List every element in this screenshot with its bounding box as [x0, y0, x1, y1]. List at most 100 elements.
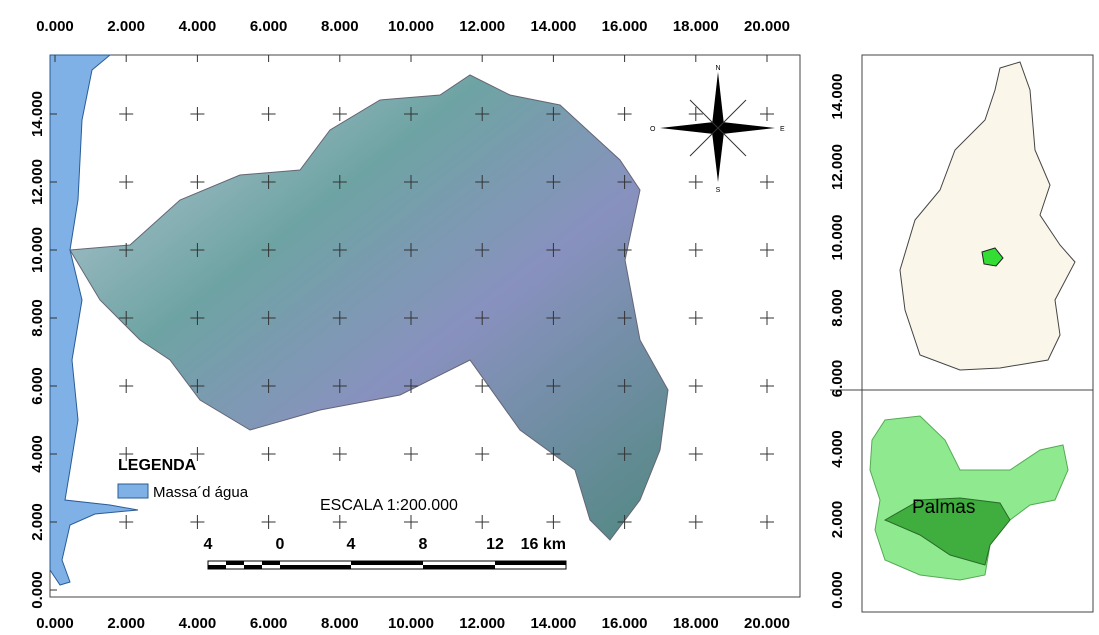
x-label-top: 0.000 — [36, 18, 74, 35]
inset-y-label: 6.000 — [829, 360, 846, 398]
legend-item: Massa´d água — [153, 484, 249, 501]
grid-cross — [546, 243, 561, 257]
grid-cross — [760, 175, 774, 189]
grid-cross — [332, 447, 347, 461]
y-label: 10.000 — [29, 227, 46, 273]
scale-segment — [495, 561, 566, 565]
grid-cross — [688, 107, 703, 121]
grid-cross — [760, 107, 774, 121]
inset-y-label: 0.000 — [829, 571, 846, 609]
grid-cross — [261, 107, 276, 121]
grid-cross — [119, 243, 134, 257]
grid-cross — [404, 379, 418, 393]
grid-cross — [546, 447, 561, 461]
grid-cross — [475, 175, 490, 189]
grid-cross — [546, 515, 561, 529]
grid-cross — [688, 379, 703, 393]
x-label-top: 20.000 — [744, 18, 790, 35]
grid-cross — [261, 243, 276, 257]
grid-cross — [119, 175, 134, 189]
urban-area — [883, 497, 1011, 566]
y-label: 14.000 — [29, 91, 46, 137]
x-label-bottom: 2.000 — [107, 615, 145, 632]
scale-segment — [280, 565, 351, 569]
inset-y-label: 14.000 — [829, 74, 846, 120]
grid-cross — [261, 311, 276, 325]
scale-label: 16 km — [521, 536, 566, 553]
x-label-top: 10.000 — [388, 18, 434, 35]
coordinate-labels: 0.000 0.000 2.000 2.000 4.000 4.000 6.000 6.000… — [29, 18, 846, 632]
x-label-top: 14.000 — [530, 18, 576, 35]
scale-segment — [244, 565, 262, 569]
municipality-highlight — [981, 247, 1004, 267]
grid-cross — [617, 379, 632, 393]
x-label-top: 8.000 — [321, 18, 359, 35]
x-label-top: 4.000 — [179, 18, 217, 35]
grid-cross — [404, 107, 418, 121]
scale-label: 4 — [204, 536, 213, 553]
inset-y-label: 12.000 — [829, 144, 846, 190]
x-label-bottom: 0.000 — [36, 615, 74, 632]
scale-label: 0 — [276, 536, 285, 553]
grid-cross — [261, 447, 276, 461]
y-label: 6.000 — [29, 367, 46, 405]
grid-cross — [190, 515, 205, 529]
grid-cross — [404, 175, 418, 189]
compass-o: O — [650, 126, 656, 133]
grid-cross — [404, 447, 418, 461]
x-label-bottom: 18.000 — [673, 615, 719, 632]
x-label-bottom: 20.000 — [744, 615, 790, 632]
x-label-top: 6.000 — [250, 18, 288, 35]
x-label-bottom: 16.000 — [602, 615, 648, 632]
inset-y-label: 10.000 — [829, 215, 846, 261]
grid-cross — [760, 243, 774, 257]
compass-n: N — [715, 65, 720, 72]
grid-cross — [119, 107, 134, 121]
scale-title: ESCALA 1:200.000 — [320, 497, 458, 514]
y-label: 2.000 — [29, 503, 46, 541]
scale-label: 12 — [486, 536, 504, 553]
grid-cross — [190, 107, 205, 121]
grid-cross — [760, 515, 774, 529]
grid-cross — [119, 311, 134, 325]
watershed-image — [69, 74, 669, 541]
scale-segment — [351, 561, 423, 565]
grid-cross — [760, 379, 774, 393]
grid-cross — [332, 175, 347, 189]
grid-cross — [332, 515, 347, 529]
legend-title: LEGENDA — [118, 457, 197, 474]
grid-cross — [546, 379, 561, 393]
y-label: 0.000 — [29, 571, 46, 609]
grid-cross — [760, 311, 774, 325]
grid-cross — [475, 243, 490, 257]
grid-cross — [617, 243, 632, 257]
grid-cross — [119, 447, 134, 461]
x-label-bottom: 14.000 — [530, 615, 576, 632]
scale-label: 8 — [419, 536, 428, 553]
municipality-area — [869, 415, 1069, 581]
legend-swatch — [117, 483, 149, 499]
grid-cross — [332, 243, 347, 257]
grid-crosses — [119, 107, 774, 529]
grid-cross — [546, 175, 561, 189]
scale-segment — [262, 561, 280, 565]
grid-cross — [688, 175, 703, 189]
compass: N S E O — [650, 65, 785, 194]
grid-cross — [332, 379, 347, 393]
grid-cross — [332, 107, 347, 121]
grid-cross — [475, 515, 490, 529]
grid-cross — [617, 107, 632, 121]
grid-cross — [475, 107, 490, 121]
scale-bar: 4 0 4 8 12 16 km — [204, 536, 567, 570]
grid-cross — [190, 447, 205, 461]
grid-cross — [617, 311, 632, 325]
grid-cross — [261, 379, 276, 393]
inset-y-label: 2.000 — [829, 501, 846, 539]
grid-cross — [475, 447, 490, 461]
inset-y-label: 4.000 — [829, 430, 846, 468]
x-label-top: 2.000 — [107, 18, 145, 35]
x-label-top: 18.000 — [673, 18, 719, 35]
grid-cross — [617, 175, 632, 189]
grid-cross — [546, 311, 561, 325]
